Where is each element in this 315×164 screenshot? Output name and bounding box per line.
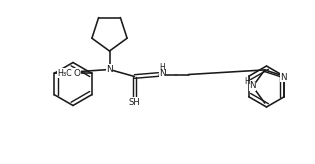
Text: SH: SH <box>129 98 140 107</box>
Text: H: H <box>160 63 165 72</box>
Text: N: N <box>249 82 255 91</box>
Text: O: O <box>73 69 80 78</box>
Text: H: H <box>244 77 249 86</box>
Text: N: N <box>159 70 166 79</box>
Text: N: N <box>106 64 113 73</box>
Text: H₃C: H₃C <box>58 69 72 78</box>
Text: N: N <box>280 73 287 82</box>
